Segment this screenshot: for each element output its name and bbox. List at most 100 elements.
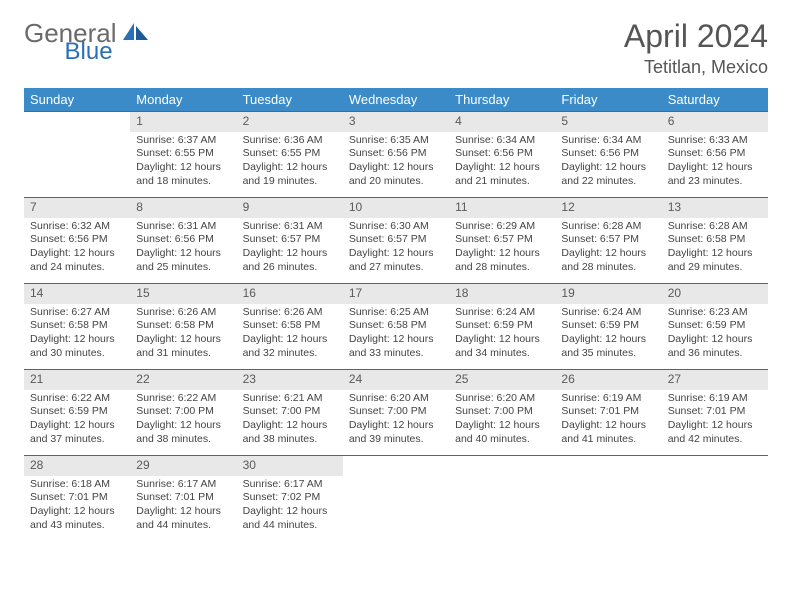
day-number: 19 — [555, 284, 661, 304]
day-body: Sunrise: 6:31 AMSunset: 6:57 PMDaylight:… — [237, 218, 343, 279]
sunset-text: Sunset: 6:58 PM — [349, 319, 443, 333]
sunset-text: Sunset: 6:58 PM — [668, 233, 762, 247]
sunset-text: Sunset: 6:59 PM — [455, 319, 549, 333]
day-body: Sunrise: 6:21 AMSunset: 7:00 PMDaylight:… — [237, 390, 343, 451]
day-number: 26 — [555, 370, 661, 390]
day-cell: 10Sunrise: 6:30 AMSunset: 6:57 PMDayligh… — [343, 198, 449, 284]
day-body: Sunrise: 6:30 AMSunset: 6:57 PMDaylight:… — [343, 218, 449, 279]
day-cell: 2Sunrise: 6:36 AMSunset: 6:55 PMDaylight… — [237, 112, 343, 198]
day-body: Sunrise: 6:25 AMSunset: 6:58 PMDaylight:… — [343, 304, 449, 365]
day-body — [662, 476, 768, 482]
daylight-text: Daylight: 12 hours and 42 minutes. — [668, 419, 762, 446]
sunrise-text: Sunrise: 6:26 AM — [136, 306, 230, 320]
dayhead-tue: Tuesday — [237, 88, 343, 112]
day-number: 15 — [130, 284, 236, 304]
day-cell: 29Sunrise: 6:17 AMSunset: 7:01 PMDayligh… — [130, 456, 236, 542]
day-cell: 20Sunrise: 6:23 AMSunset: 6:59 PMDayligh… — [662, 284, 768, 370]
daylight-text: Daylight: 12 hours and 38 minutes. — [243, 419, 337, 446]
day-header-row: Sunday Monday Tuesday Wednesday Thursday… — [24, 88, 768, 112]
sunset-text: Sunset: 6:56 PM — [561, 147, 655, 161]
day-cell: 16Sunrise: 6:26 AMSunset: 6:58 PMDayligh… — [237, 284, 343, 370]
sunset-text: Sunset: 7:01 PM — [668, 405, 762, 419]
sunrise-text: Sunrise: 6:25 AM — [349, 306, 443, 320]
sunrise-text: Sunrise: 6:30 AM — [349, 220, 443, 234]
sunrise-text: Sunrise: 6:31 AM — [136, 220, 230, 234]
location: Tetitlan, Mexico — [624, 57, 768, 78]
sunrise-text: Sunrise: 6:22 AM — [30, 392, 124, 406]
day-number: 4 — [449, 112, 555, 132]
daylight-text: Daylight: 12 hours and 44 minutes. — [243, 505, 337, 532]
sunrise-text: Sunrise: 6:17 AM — [243, 478, 337, 492]
day-body: Sunrise: 6:20 AMSunset: 7:00 PMDaylight:… — [343, 390, 449, 451]
day-cell: 28Sunrise: 6:18 AMSunset: 7:01 PMDayligh… — [24, 456, 130, 542]
daylight-text: Daylight: 12 hours and 18 minutes. — [136, 161, 230, 188]
day-number: 14 — [24, 284, 130, 304]
sunrise-text: Sunrise: 6:24 AM — [455, 306, 549, 320]
day-body — [343, 476, 449, 482]
day-cell: 25Sunrise: 6:20 AMSunset: 7:00 PMDayligh… — [449, 370, 555, 456]
day-cell: 21Sunrise: 6:22 AMSunset: 6:59 PMDayligh… — [24, 370, 130, 456]
day-cell — [449, 456, 555, 542]
day-body: Sunrise: 6:34 AMSunset: 6:56 PMDaylight:… — [555, 132, 661, 193]
day-cell: 5Sunrise: 6:34 AMSunset: 6:56 PMDaylight… — [555, 112, 661, 198]
sunset-text: Sunset: 7:02 PM — [243, 491, 337, 505]
day-number: 6 — [662, 112, 768, 132]
sunrise-text: Sunrise: 6:28 AM — [561, 220, 655, 234]
sunrise-text: Sunrise: 6:19 AM — [668, 392, 762, 406]
daylight-text: Daylight: 12 hours and 22 minutes. — [561, 161, 655, 188]
week-row: 14Sunrise: 6:27 AMSunset: 6:58 PMDayligh… — [24, 284, 768, 370]
calendar-table: Sunday Monday Tuesday Wednesday Thursday… — [24, 88, 768, 542]
day-body: Sunrise: 6:19 AMSunset: 7:01 PMDaylight:… — [555, 390, 661, 451]
logo-text-blue: Blue — [65, 38, 113, 66]
day-cell: 15Sunrise: 6:26 AMSunset: 6:58 PMDayligh… — [130, 284, 236, 370]
daylight-text: Daylight: 12 hours and 41 minutes. — [561, 419, 655, 446]
day-number: 24 — [343, 370, 449, 390]
day-cell: 8Sunrise: 6:31 AMSunset: 6:56 PMDaylight… — [130, 198, 236, 284]
day-number: 18 — [449, 284, 555, 304]
daylight-text: Daylight: 12 hours and 30 minutes. — [30, 333, 124, 360]
sunrise-text: Sunrise: 6:35 AM — [349, 134, 443, 148]
day-cell — [343, 456, 449, 542]
week-row: 7Sunrise: 6:32 AMSunset: 6:56 PMDaylight… — [24, 198, 768, 284]
sunrise-text: Sunrise: 6:37 AM — [136, 134, 230, 148]
day-cell: 11Sunrise: 6:29 AMSunset: 6:57 PMDayligh… — [449, 198, 555, 284]
day-body: Sunrise: 6:27 AMSunset: 6:58 PMDaylight:… — [24, 304, 130, 365]
day-number — [555, 456, 661, 476]
sunrise-text: Sunrise: 6:20 AM — [455, 392, 549, 406]
day-number: 9 — [237, 198, 343, 218]
sunset-text: Sunset: 6:56 PM — [668, 147, 762, 161]
sunrise-text: Sunrise: 6:29 AM — [455, 220, 549, 234]
day-number — [662, 456, 768, 476]
daylight-text: Daylight: 12 hours and 20 minutes. — [349, 161, 443, 188]
sunset-text: Sunset: 6:57 PM — [455, 233, 549, 247]
day-body: Sunrise: 6:17 AMSunset: 7:02 PMDaylight:… — [237, 476, 343, 537]
sunrise-text: Sunrise: 6:20 AM — [349, 392, 443, 406]
week-row: 21Sunrise: 6:22 AMSunset: 6:59 PMDayligh… — [24, 370, 768, 456]
daylight-text: Daylight: 12 hours and 38 minutes. — [136, 419, 230, 446]
day-number — [343, 456, 449, 476]
daylight-text: Daylight: 12 hours and 31 minutes. — [136, 333, 230, 360]
sunset-text: Sunset: 7:00 PM — [455, 405, 549, 419]
sunrise-text: Sunrise: 6:21 AM — [243, 392, 337, 406]
month-title: April 2024 — [624, 18, 768, 55]
sunset-text: Sunset: 7:00 PM — [349, 405, 443, 419]
sunset-text: Sunset: 6:58 PM — [30, 319, 124, 333]
sunrise-text: Sunrise: 6:17 AM — [136, 478, 230, 492]
day-cell — [24, 112, 130, 198]
day-cell: 14Sunrise: 6:27 AMSunset: 6:58 PMDayligh… — [24, 284, 130, 370]
dayhead-thu: Thursday — [449, 88, 555, 112]
day-body: Sunrise: 6:24 AMSunset: 6:59 PMDaylight:… — [449, 304, 555, 365]
daylight-text: Daylight: 12 hours and 21 minutes. — [455, 161, 549, 188]
sunrise-text: Sunrise: 6:34 AM — [561, 134, 655, 148]
dayhead-sun: Sunday — [24, 88, 130, 112]
day-number: 7 — [24, 198, 130, 218]
daylight-text: Daylight: 12 hours and 43 minutes. — [30, 505, 124, 532]
day-number: 10 — [343, 198, 449, 218]
sunrise-text: Sunrise: 6:18 AM — [30, 478, 124, 492]
day-cell: 3Sunrise: 6:35 AMSunset: 6:56 PMDaylight… — [343, 112, 449, 198]
day-body: Sunrise: 6:17 AMSunset: 7:01 PMDaylight:… — [130, 476, 236, 537]
day-cell: 26Sunrise: 6:19 AMSunset: 7:01 PMDayligh… — [555, 370, 661, 456]
day-cell: 23Sunrise: 6:21 AMSunset: 7:00 PMDayligh… — [237, 370, 343, 456]
day-body: Sunrise: 6:18 AMSunset: 7:01 PMDaylight:… — [24, 476, 130, 537]
day-cell — [662, 456, 768, 542]
